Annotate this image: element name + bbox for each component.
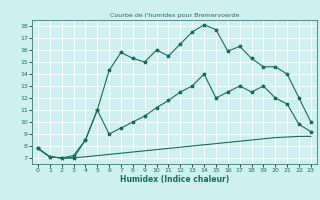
X-axis label: Humidex (Indice chaleur): Humidex (Indice chaleur)	[120, 175, 229, 184]
Title: Courbe de l'humidex pour Bremervoerde: Courbe de l'humidex pour Bremervoerde	[110, 13, 239, 18]
